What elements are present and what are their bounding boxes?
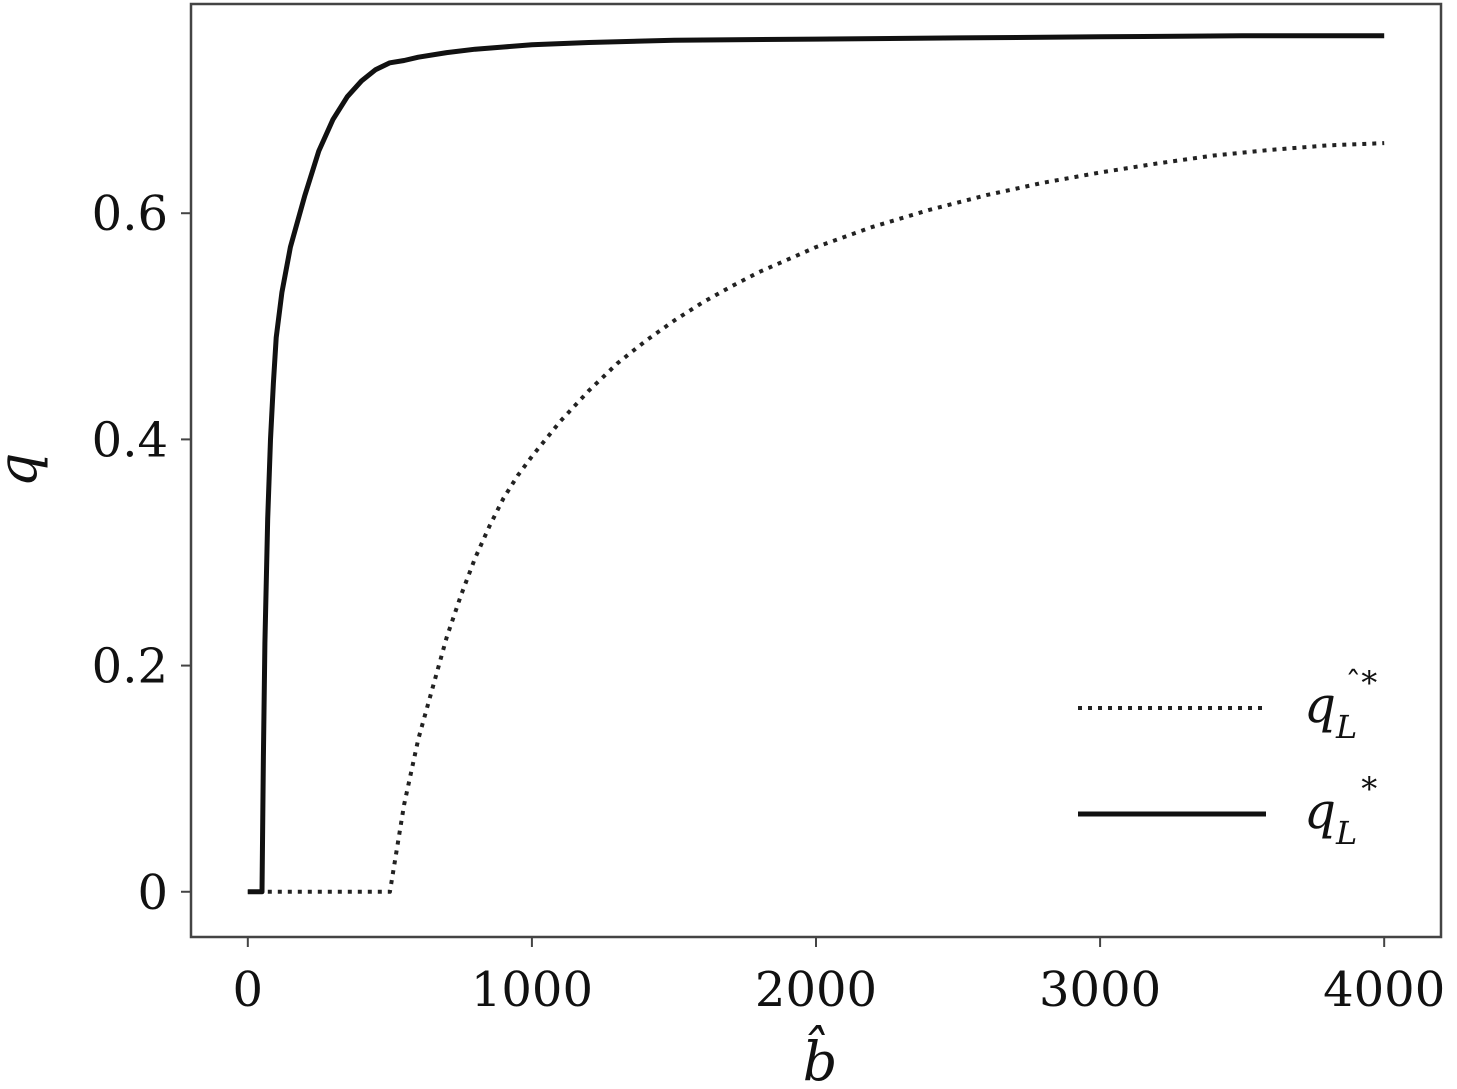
x-axis-label: b̂ [803, 1024, 838, 1089]
legend-main: q [1304, 676, 1336, 734]
x-axis-label-text: b̂ [803, 1024, 838, 1089]
y-axis-label: q [0, 453, 49, 488]
y-tick-label: 0.2 [92, 639, 168, 695]
legend-subscript: L [1335, 708, 1357, 746]
y-tick-label: 0.6 [92, 186, 168, 242]
plot-frame [189, 2, 1443, 939]
x-tick-label: 1000 [471, 962, 593, 1018]
x-tick-label: 4000 [1323, 962, 1445, 1018]
series-line-q-hat [247, 141, 1385, 894]
x-tick-label: 3000 [1039, 962, 1161, 1018]
series-line-q [247, 33, 1385, 895]
x-tick-label: 0 [233, 962, 264, 1018]
legend-superscript: * [1361, 770, 1377, 808]
y-tick-label: 0 [137, 865, 168, 921]
legend-subscript: L [1335, 814, 1357, 852]
legend: qL̂*qL* [1078, 664, 1377, 852]
legend-entry-label: qL* [1304, 770, 1377, 852]
series-layer [247, 33, 1385, 895]
x-tick-label: 2000 [755, 962, 877, 1018]
y-axis-ticks: 0 0.2 0.4 0.6 [92, 186, 191, 921]
legend-main: q [1304, 782, 1336, 840]
x-axis-ticks: 0 1000 2000 3000 4000 [233, 937, 1445, 1018]
y-tick-label: 0.4 [92, 412, 168, 468]
